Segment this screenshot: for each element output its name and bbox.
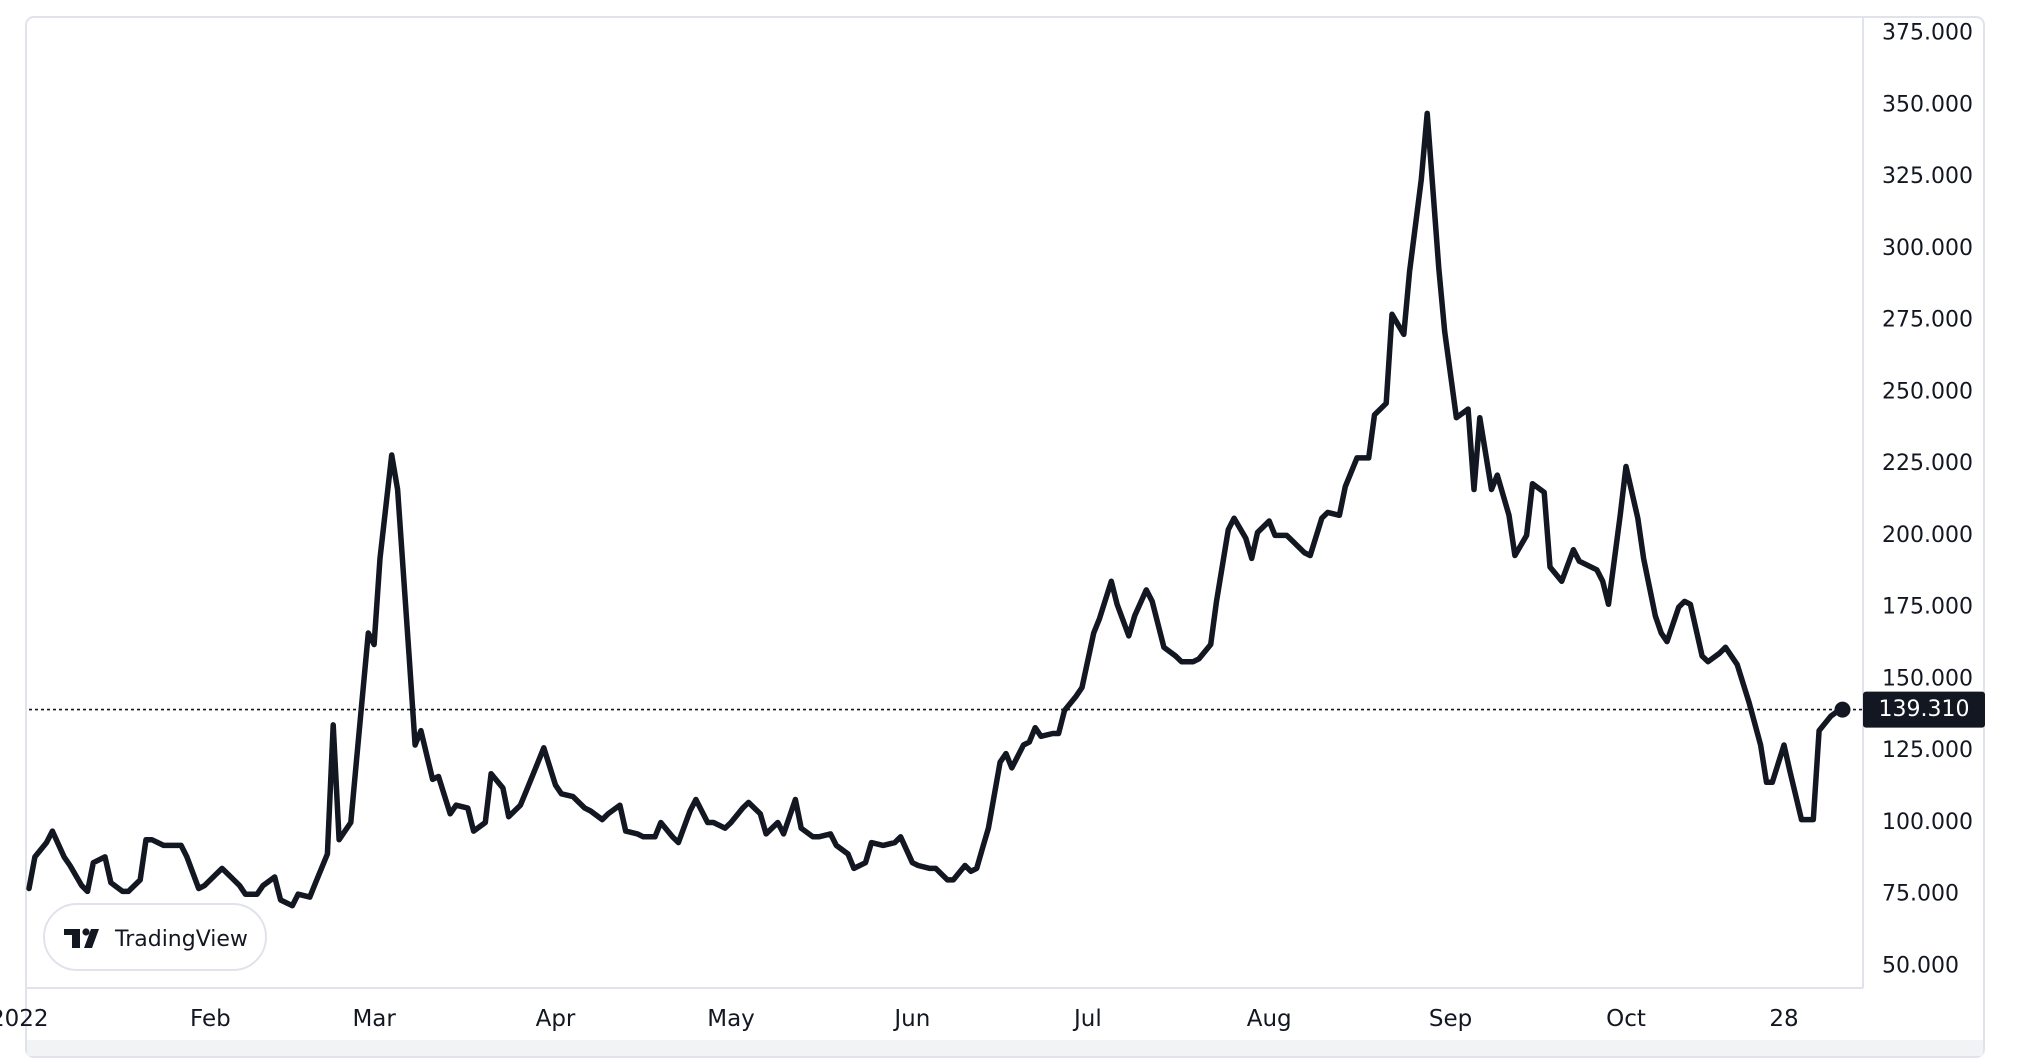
x-tick-label: 28	[1769, 1006, 1798, 1032]
watermark-pill	[43, 903, 267, 971]
y-tick-label: 50.000	[1882, 954, 1959, 979]
y-tick-label: 125.000	[1882, 738, 1973, 763]
x-tick-label: Apr	[536, 1006, 576, 1032]
last-value-label[interactable]: 139.310	[1863, 691, 1985, 728]
y-tick-label: 375.000	[1882, 21, 1973, 46]
y-tick-label: 75.000	[1882, 882, 1959, 907]
watermark-brand-text: TradingView	[114, 927, 248, 952]
y-tick-label: 175.000	[1882, 595, 1973, 620]
y-axis[interactable]: 375.000 350.000 325.000 300.000 275.000 250.0…	[1882, 21, 1973, 979]
y-tick-label: 200.000	[1882, 523, 1973, 548]
x-tick-label: May	[707, 1006, 755, 1032]
tradingview-watermark[interactable]: TradingView	[43, 903, 267, 971]
tradingview-logo-icon	[64, 928, 99, 948]
y-tick-label: 300.000	[1882, 236, 1973, 261]
x-tick-label: Mar	[352, 1006, 396, 1032]
price-line-series[interactable]	[26, 110, 1846, 909]
y-tick-label: 100.000	[1882, 810, 1973, 835]
x-tick-label: Jul	[1072, 1006, 1102, 1032]
x-tick-label: Sep	[1429, 1006, 1472, 1032]
last-value-label-bg	[1863, 691, 1985, 728]
last-value-label-text: 139.310	[1879, 697, 1970, 722]
x-tick-label: Feb	[190, 1006, 231, 1032]
y-tick-label: 325.000	[1882, 164, 1973, 189]
y-tick-label: 250.000	[1882, 379, 1973, 404]
bottom-strip	[27, 1040, 1983, 1056]
plot-frame	[25, 16, 1985, 1058]
x-axis[interactable]: 2022 Feb Mar Apr May Jun Jul Aug Sep Oct 28	[0, 1006, 1799, 1032]
x-tick-label: 2022	[0, 1006, 49, 1032]
y-tick-label: 275.000	[1882, 308, 1973, 333]
y-tick-label: 350.000	[1882, 92, 1973, 117]
x-tick-label: Jun	[892, 1006, 930, 1032]
x-tick-label: Oct	[1606, 1006, 1646, 1032]
y-tick-label: 150.000	[1882, 666, 1973, 691]
x-tick-label: Aug	[1247, 1006, 1292, 1032]
y-tick-label: 225.000	[1882, 451, 1973, 476]
last-value-point[interactable]	[1834, 701, 1851, 718]
